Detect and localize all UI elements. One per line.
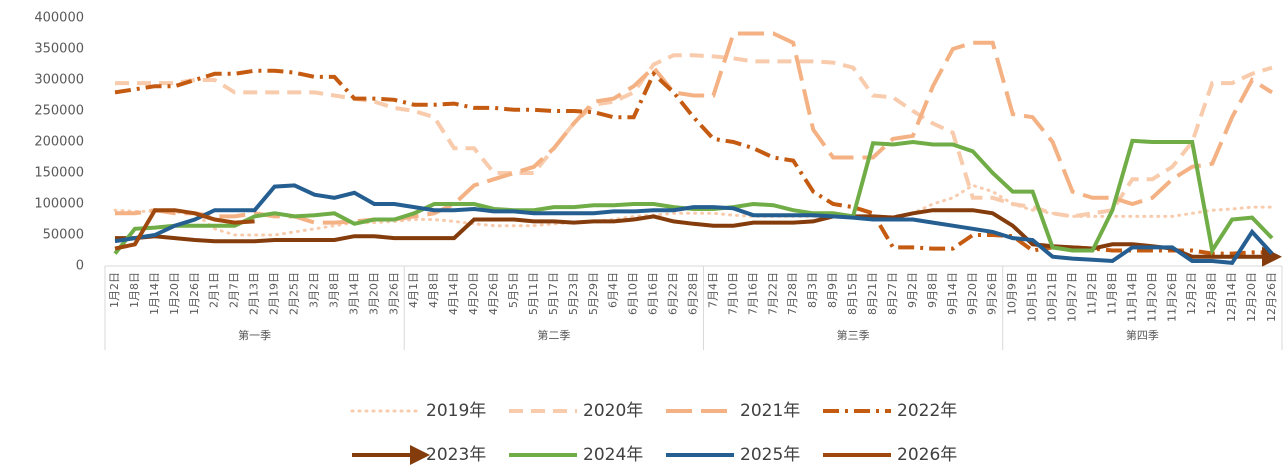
x-tick-label: 9月2日 [906, 272, 919, 308]
x-tick-label: 6月4日 [607, 272, 620, 308]
group-label: 第三季 [837, 328, 870, 342]
x-tick-label: 6月16日 [647, 272, 660, 315]
legend-label: 2023年 [426, 445, 486, 465]
x-tick-label: 4月20日 [467, 272, 480, 315]
x-tick-label: 11月2日 [1085, 272, 1098, 315]
x-tick-label: 8月3日 [806, 272, 819, 308]
x-tick-label: 5月29日 [587, 272, 600, 315]
x-tick-label: 7月16日 [746, 272, 759, 315]
x-tick-label: 5月5日 [507, 272, 520, 308]
x-tick-label: 3月20日 [367, 272, 380, 315]
y-tick-label: 400000 [34, 11, 84, 26]
x-tick-label: 10月9日 [1006, 272, 1019, 315]
x-tick-label: 11月20日 [1145, 272, 1158, 322]
x-tick-label: 2月25日 [288, 272, 301, 315]
series-line [114, 183, 1274, 266]
y-tick-label: 0 [76, 259, 84, 274]
x-tick-label: 1月20日 [168, 272, 181, 315]
x-tick-label: 3月14日 [347, 272, 360, 315]
x-tick-label: 1月14日 [148, 272, 161, 315]
x-tick-label: 8月21日 [866, 272, 879, 315]
x-tick-label: 12月14日 [1225, 272, 1238, 322]
series-line [113, 183, 1274, 237]
x-tick-label: 12月8日 [1205, 272, 1218, 315]
x-tick-label: 11月14日 [1125, 272, 1138, 322]
x-tick-label: 6月10日 [627, 272, 640, 315]
x-tick-label: 3月8日 [327, 272, 340, 308]
legend-label: 2025年 [740, 445, 800, 465]
y-tick-label: 200000 [34, 135, 84, 150]
y-tick-label: 300000 [34, 73, 84, 88]
x-tick-label: 4月1日 [407, 272, 420, 308]
x-tick-label: 8月15日 [846, 272, 859, 315]
x-tick-label: 9月8日 [926, 272, 939, 308]
x-tick-label: 8月9日 [826, 272, 839, 308]
group-label: 第二季 [537, 328, 570, 342]
group-label: 第一季 [238, 328, 271, 342]
x-tick-label: 4月8日 [427, 272, 440, 308]
x-tick-label: 10月15日 [1026, 272, 1039, 322]
series-line [114, 208, 255, 251]
x-tick-label: 12月20日 [1245, 272, 1258, 322]
y-tick-label: 50000 [43, 228, 84, 243]
y-tick-label: 150000 [34, 166, 84, 181]
x-tick-label: 8月27日 [886, 272, 899, 315]
series-line [115, 31, 1274, 225]
x-tick-label: 2月7日 [228, 272, 241, 308]
x-tick-label: 3月2日 [307, 272, 320, 308]
x-tick-label: 7月28日 [786, 272, 799, 315]
x-tick-label: 9月26日 [986, 272, 999, 315]
x-tick-label: 12月2日 [1185, 272, 1198, 315]
x-tick-label: 4月26日 [487, 272, 500, 315]
x-tick-label: 11月8日 [1105, 272, 1118, 315]
x-tick-label: 6月28日 [687, 272, 700, 315]
legend-label: 2019年 [426, 401, 486, 421]
x-tick-label: 4月14日 [447, 272, 460, 315]
x-tick-label: 6月22日 [667, 272, 680, 315]
x-tick-label: 5月11日 [527, 272, 540, 315]
legend-label: 2022年 [897, 401, 957, 421]
x-tick-label: 9月20日 [966, 272, 979, 315]
x-tick-label: 1月8日 [128, 272, 141, 308]
x-tick-label: 12月26日 [1265, 272, 1278, 322]
x-tick-label: 10月27日 [1066, 272, 1079, 322]
x-tick-label: 1月2日 [108, 272, 121, 308]
legend-label: 2020年 [583, 401, 643, 421]
y-tick-label: 250000 [34, 104, 84, 119]
series-line [115, 208, 1282, 267]
x-tick-label: 2月1日 [208, 272, 221, 308]
x-tick-label: 7月22日 [766, 272, 779, 315]
legend-label: 2021年 [740, 401, 800, 421]
x-tick-label: 7月4日 [706, 272, 719, 308]
x-tick-label: 1月26日 [188, 272, 201, 315]
x-tick-label: 2月13日 [248, 272, 261, 315]
legend-label: 2024年 [583, 445, 643, 465]
x-tick-label: 5月23日 [567, 272, 580, 315]
x-tick-label: 10月21日 [1046, 272, 1059, 322]
x-tick-label: 3月26日 [387, 272, 400, 315]
y-tick-label: 100000 [34, 197, 84, 212]
y-tick-label: 350000 [34, 42, 84, 57]
legend-label: 2026年 [897, 445, 957, 465]
x-tick-label: 2月19日 [268, 272, 281, 315]
series-line [115, 53, 1273, 219]
x-tick-label: 5月17日 [547, 272, 560, 315]
x-tick-label: 9月14日 [946, 272, 959, 315]
x-tick-label: 7月10日 [726, 272, 739, 315]
x-tick-label: 11月26日 [1165, 272, 1178, 322]
group-label: 第四季 [1126, 328, 1159, 342]
series-line [114, 68, 1272, 256]
